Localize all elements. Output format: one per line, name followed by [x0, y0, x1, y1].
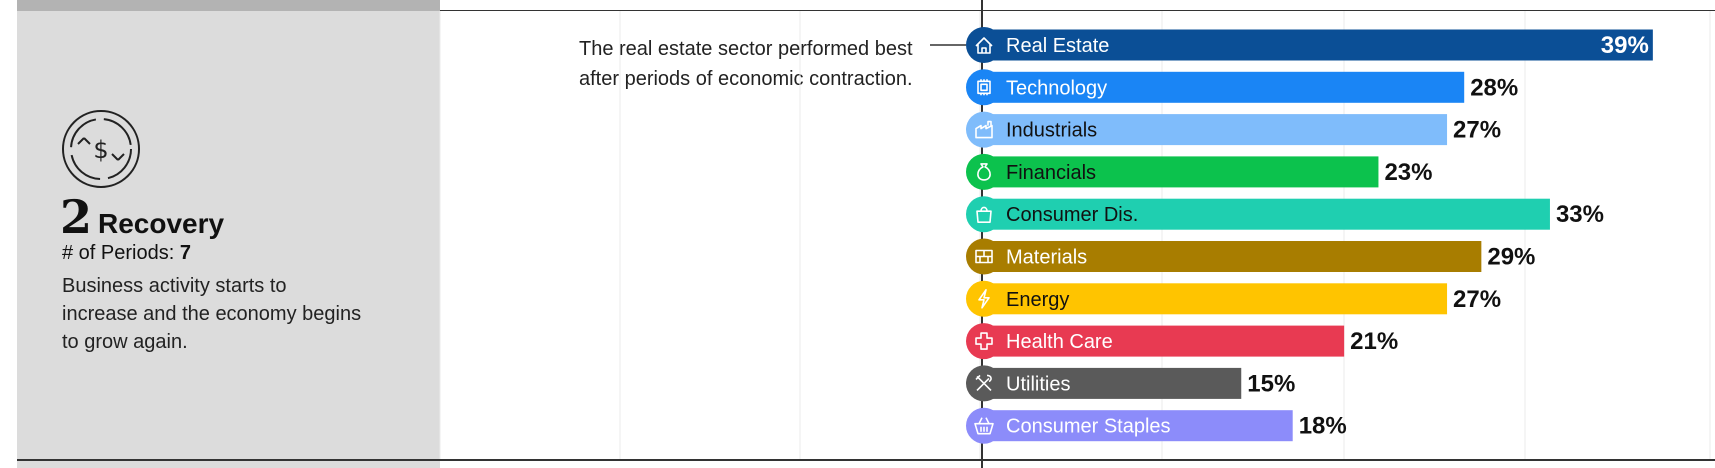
annotation-text: The real estate sector performed best af…: [579, 38, 913, 90]
bar: [984, 71, 1465, 103]
icon-badge: [966, 69, 1002, 106]
icon-badge: [966, 323, 1002, 360]
bar: [984, 114, 1448, 146]
category-label: Materials: [1006, 247, 1087, 269]
house-icon: [975, 37, 993, 54]
chip-icon: [977, 79, 991, 96]
value-label: 27%: [1453, 286, 1501, 313]
value-label: 18%: [1299, 413, 1347, 440]
value-label: 15%: [1247, 370, 1295, 397]
icon-badge: [966, 27, 1002, 63]
bar: [984, 283, 1448, 315]
panel-top-strip: [17, 0, 440, 11]
value-label: 23%: [1384, 159, 1432, 186]
svg-text:$: $: [93, 136, 108, 164]
value-label: 29%: [1487, 244, 1535, 271]
bar: [984, 29, 1653, 61]
basket-icon: [974, 417, 994, 435]
icon-badge: [966, 280, 1002, 317]
periods-value: 7: [179, 242, 191, 264]
category-label: Financials: [1006, 162, 1096, 184]
icon-badge: [966, 196, 1002, 233]
value-label: 27%: [1453, 117, 1501, 144]
category-label: Real Estate: [1006, 35, 1109, 57]
money-bag-icon: [977, 163, 991, 181]
bar: [984, 367, 1242, 399]
bricks-icon: [975, 249, 993, 264]
shopping-bag-icon: [976, 206, 992, 223]
category-label: Consumer Dis.: [1006, 204, 1138, 226]
category-label: Utilities: [1006, 373, 1070, 395]
bar: [984, 156, 1379, 188]
medical-cross-icon: [975, 332, 993, 350]
tools-icon: [975, 374, 992, 391]
value-label: 21%: [1350, 328, 1398, 355]
value-label: 33%: [1556, 201, 1604, 228]
category-label: Health Care: [1006, 331, 1113, 353]
icon-badge: [966, 111, 1002, 148]
category-label: Industrials: [1006, 120, 1097, 142]
bar: [984, 325, 1345, 357]
value-label: 39%: [1601, 32, 1649, 59]
factory-icon: [975, 120, 993, 139]
phase-description: Business activity starts to increase and…: [62, 275, 362, 353]
category-label: Consumer Staples: [1006, 416, 1171, 438]
recycle-dollar-icon: $: [62, 110, 140, 188]
top-rule: [440, 10, 1715, 11]
phase-name: Recovery: [98, 208, 225, 239]
periods-label: # of Periods:: [62, 242, 175, 264]
phase-title: 2 Recovery: [60, 190, 224, 244]
periods-count: # of Periods: 7: [62, 242, 191, 265]
value-label: 28%: [1470, 74, 1518, 101]
phase-number: 2: [60, 190, 93, 244]
bar: [984, 410, 1293, 442]
category-label: Technology: [1006, 77, 1107, 99]
icon-badge: [966, 153, 1002, 190]
bar: [984, 241, 1482, 272]
bar: [984, 198, 1550, 230]
icon-badge: [966, 407, 1002, 444]
phase-panel: [17, 0, 440, 468]
category-label: Energy: [1006, 289, 1069, 311]
lightning-icon: [978, 288, 990, 309]
bottom-rule: [17, 459, 1715, 461]
